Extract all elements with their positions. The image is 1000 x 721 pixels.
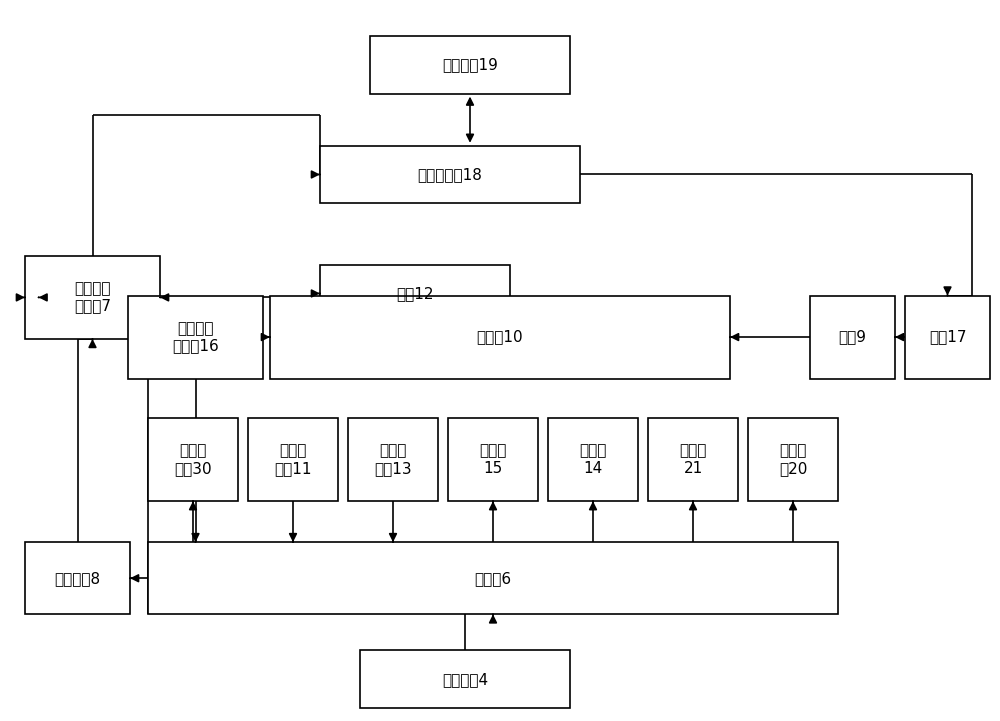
Bar bbox=[648, 418, 738, 501]
Bar bbox=[810, 296, 895, 379]
Bar bbox=[360, 650, 570, 708]
Text: 位置传
感器11: 位置传 感器11 bbox=[274, 443, 312, 476]
Bar bbox=[905, 296, 990, 379]
Text: 等离子体
发生器7: 等离子体 发生器7 bbox=[74, 281, 111, 314]
Bar bbox=[148, 418, 238, 501]
Text: 机械臂
21: 机械臂 21 bbox=[679, 443, 707, 476]
Text: 水箱17: 水箱17 bbox=[929, 329, 966, 345]
Text: 控制器6: 控制器6 bbox=[474, 571, 512, 585]
Bar bbox=[348, 418, 438, 501]
Text: 步进电
机20: 步进电 机20 bbox=[779, 443, 807, 476]
Text: 操作面板4: 操作面板4 bbox=[442, 672, 488, 686]
Text: 气体流量
控制器16: 气体流量 控制器16 bbox=[172, 321, 219, 353]
Bar bbox=[128, 296, 263, 379]
Bar bbox=[320, 265, 510, 322]
Text: 水冷换热器18: 水冷换热器18 bbox=[418, 167, 482, 182]
Bar bbox=[270, 296, 730, 379]
Bar bbox=[25, 256, 160, 339]
Text: 载物台10: 载物台10 bbox=[477, 329, 523, 345]
Text: 喷嘴12: 喷嘴12 bbox=[396, 286, 434, 301]
Bar bbox=[448, 418, 538, 501]
Bar bbox=[320, 146, 580, 203]
Text: 水泵9: 水泵9 bbox=[838, 329, 866, 345]
Text: 紫外灯
15: 紫外灯 15 bbox=[479, 443, 507, 476]
Text: 无菌风
装置30: 无菌风 装置30 bbox=[174, 443, 212, 476]
Bar bbox=[148, 542, 838, 614]
Text: 照明灯
14: 照明灯 14 bbox=[579, 443, 607, 476]
Text: 温度传
感器13: 温度传 感器13 bbox=[374, 443, 412, 476]
Bar bbox=[748, 418, 838, 501]
Text: 散热风扇19: 散热风扇19 bbox=[442, 58, 498, 72]
Bar bbox=[25, 542, 130, 614]
Bar bbox=[548, 418, 638, 501]
Bar bbox=[248, 418, 338, 501]
Text: 射频电源8: 射频电源8 bbox=[54, 571, 101, 585]
Bar bbox=[370, 36, 570, 94]
